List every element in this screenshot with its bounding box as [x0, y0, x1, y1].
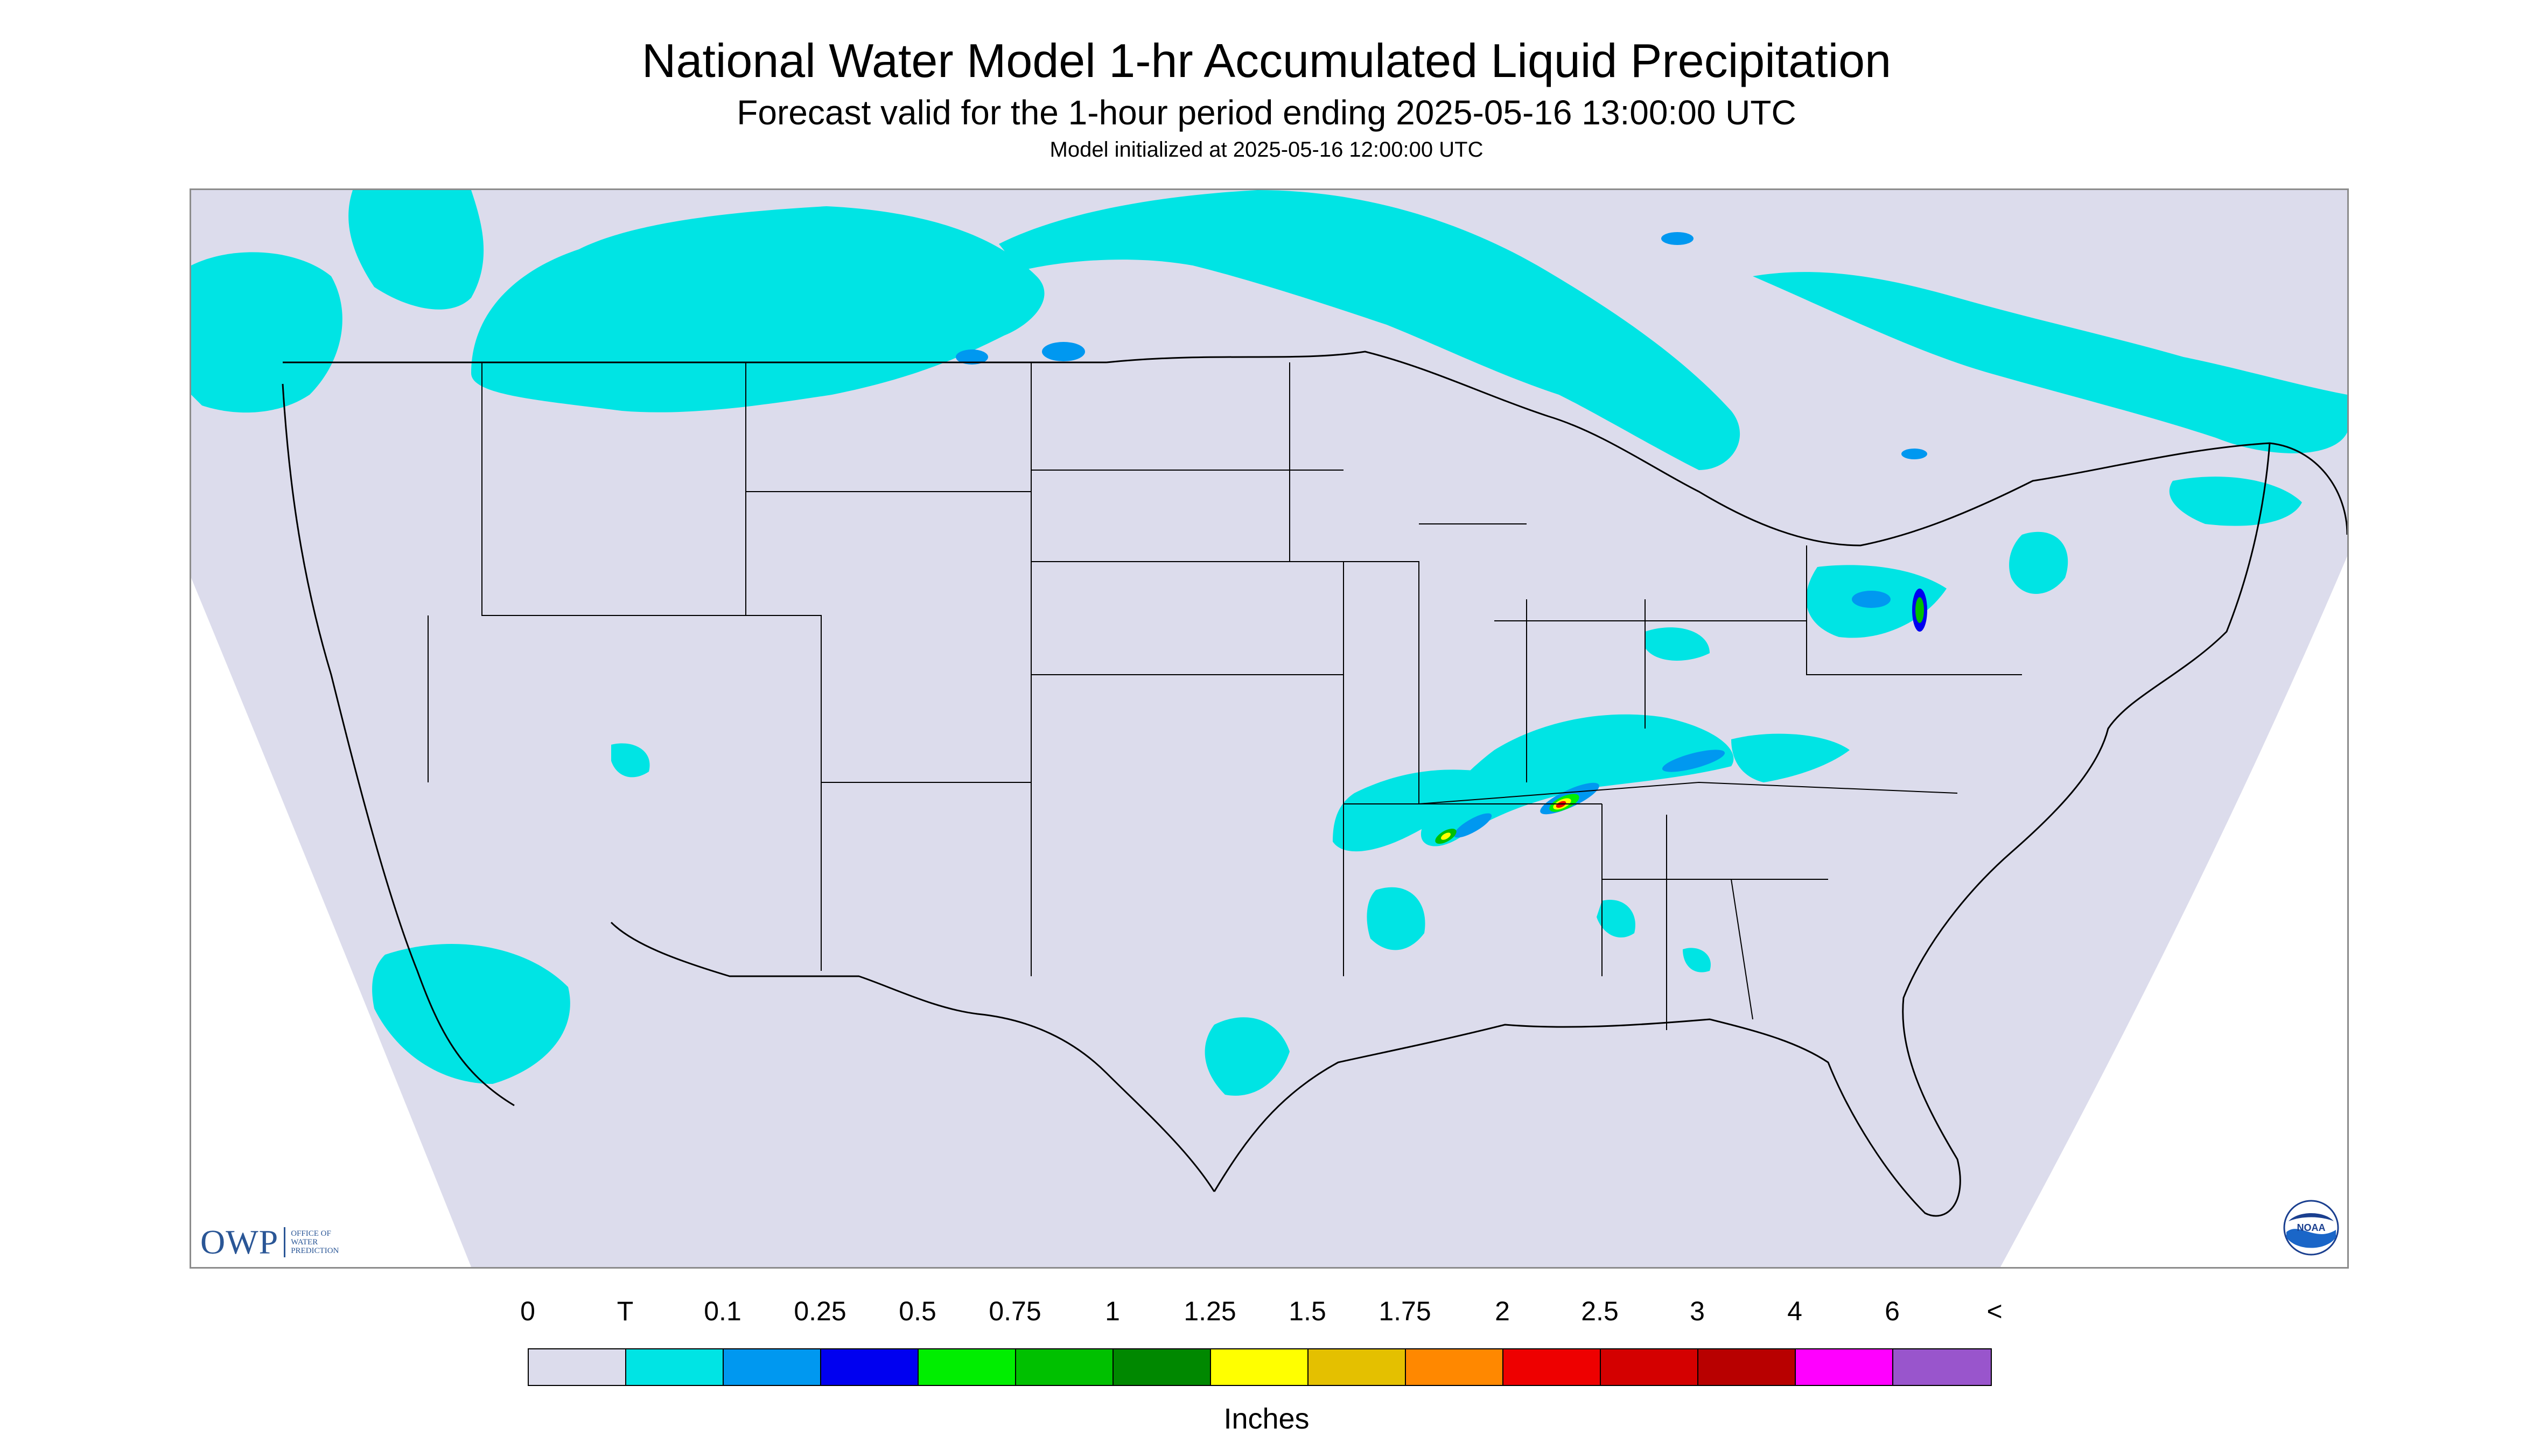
- legend-swatch: [1114, 1349, 1211, 1385]
- legend-swatch: [1698, 1349, 1796, 1385]
- legend-swatch: [724, 1349, 821, 1385]
- legend-colorbar: [528, 1348, 1992, 1386]
- precipitation-map: [190, 188, 2349, 1269]
- owp-logo-divider: [284, 1227, 286, 1257]
- forecast-valid-subtitle: Forecast valid for the 1-hour period end…: [737, 93, 1796, 132]
- owp-logo-mark: OWP: [200, 1223, 279, 1261]
- precip-heavy-cores: [1435, 589, 1927, 844]
- legend-tick-label: 1: [1105, 1296, 1120, 1326]
- legend-tick-label: 6: [1885, 1296, 1900, 1326]
- map-boundaries: [282, 351, 2347, 1217]
- legend-tick-label: 2.5: [1581, 1296, 1619, 1326]
- legend-labels: 0 T 0.1 0.25 0.5 0.75 1 1.25 1.5 1.75 2 2.5 3 4 6 <: [506, 1296, 2068, 1333]
- legend-swatch: [1796, 1349, 1893, 1385]
- legend-tick-label: 0: [520, 1296, 535, 1326]
- legend-tick-label: 1.75: [1379, 1296, 1431, 1326]
- legend-tick-label: 1.5: [1289, 1296, 1326, 1326]
- legend-swatch: [1893, 1349, 1991, 1385]
- legend-swatch: [1406, 1349, 1503, 1385]
- map-title: National Water Model 1-hr Accumulated Li…: [641, 34, 1892, 87]
- legend-swatch: [529, 1349, 626, 1385]
- legend-swatch: [919, 1349, 1016, 1385]
- legend-swatch: [1309, 1349, 1406, 1385]
- legend-tick-label: 4: [1787, 1296, 1802, 1326]
- model-domain: [191, 190, 2347, 1267]
- legend-tick-label: 0.1: [704, 1296, 741, 1326]
- legend-swatch: [821, 1349, 919, 1385]
- legend-tick-label: 0.5: [899, 1296, 936, 1326]
- owp-logo: OWP OFFICE OF WATER PREDICTION: [200, 1223, 339, 1261]
- legend-swatch: [1211, 1349, 1309, 1385]
- legend-swatch: [626, 1349, 724, 1385]
- legend-swatch: [1503, 1349, 1601, 1385]
- state-lines: [428, 362, 2022, 1030]
- legend-swatch: [1601, 1349, 1698, 1385]
- legend-tick-label: 3: [1690, 1296, 1705, 1326]
- legend-tick-label: <: [1986, 1296, 2003, 1326]
- legend-units: Inches: [1223, 1403, 1310, 1435]
- legend-tick-label: 2: [1495, 1296, 1510, 1326]
- noaa-logo: NOAA: [2283, 1200, 2339, 1256]
- legend-tick-label: T: [617, 1296, 634, 1326]
- legend-tick-label: 0.75: [989, 1296, 1041, 1326]
- model-init-line: Model initialized at 2025-05-16 12:00:00…: [1049, 138, 1484, 162]
- legend-tick-label: 1.25: [1184, 1296, 1236, 1326]
- legend-tick-label: 0.25: [794, 1296, 846, 1326]
- noaa-logo-text: NOAA: [2297, 1222, 2326, 1233]
- legend-swatch: [1016, 1349, 1114, 1385]
- precip-trace-areas: [191, 190, 2347, 1096]
- owp-logo-subtext: OFFICE OF WATER PREDICTION: [291, 1229, 339, 1255]
